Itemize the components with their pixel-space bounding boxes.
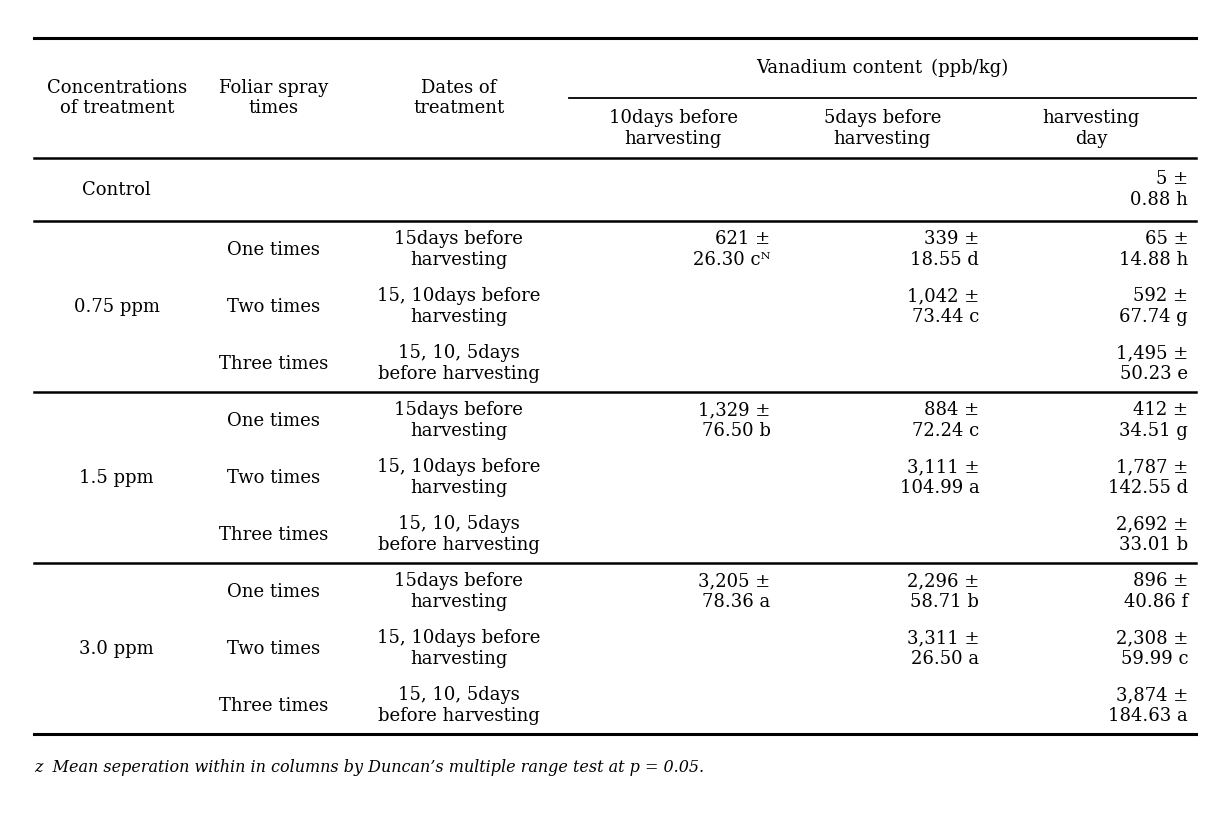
Text: 15, 10, 5days
before harvesting: 15, 10, 5days before harvesting xyxy=(378,686,540,725)
Text: 15, 10, 5days
before harvesting: 15, 10, 5days before harvesting xyxy=(378,344,540,383)
Text: 1,042 ±
73.44 c: 1,042 ± 73.44 c xyxy=(907,287,979,326)
Text: 3,111 ±
104.99 a: 3,111 ± 104.99 a xyxy=(899,458,979,497)
Text: 884 ±
72.24 c: 884 ± 72.24 c xyxy=(913,401,979,440)
Text: 592 ±
67.74 g: 592 ± 67.74 g xyxy=(1119,287,1188,326)
Text: 339 ±
18.55 d: 339 ± 18.55 d xyxy=(910,230,979,269)
Text: 3,311 ±
26.50 a: 3,311 ± 26.50 a xyxy=(907,629,979,668)
Text: Dates of
treatment: Dates of treatment xyxy=(413,79,504,117)
Text: Foliar spray
times: Foliar spray times xyxy=(219,79,328,117)
Text: 15days before
harvesting: 15days before harvesting xyxy=(395,401,523,440)
Text: 15, 10days before
harvesting: 15, 10days before harvesting xyxy=(376,629,540,668)
Text: 412 ±
34.51 g: 412 ± 34.51 g xyxy=(1119,401,1188,440)
Text: 0.75 ppm: 0.75 ppm xyxy=(74,297,160,316)
Text: 15, 10days before
harvesting: 15, 10days before harvesting xyxy=(376,458,540,497)
Text: harvesting
day: harvesting day xyxy=(1043,109,1140,147)
Text: 2,308 ±
59.99 c: 2,308 ± 59.99 c xyxy=(1116,629,1188,668)
Text: 2,692 ±
33.01 b: 2,692 ± 33.01 b xyxy=(1116,515,1188,554)
Text: One times: One times xyxy=(228,241,320,259)
Text: 3,205 ±
78.36 a: 3,205 ± 78.36 a xyxy=(699,572,770,611)
Text: 15, 10days before
harvesting: 15, 10days before harvesting xyxy=(376,287,540,326)
Text: 5days before
harvesting: 5days before harvesting xyxy=(824,109,941,147)
Text: 896 ±
40.86 f: 896 ± 40.86 f xyxy=(1124,572,1188,611)
Text: 15days before
harvesting: 15days before harvesting xyxy=(395,572,523,611)
Text: Three times: Three times xyxy=(219,354,328,373)
Text: Concentrations
of treatment: Concentrations of treatment xyxy=(47,79,187,117)
Text: 5 ±
0.88 h: 5 ± 0.88 h xyxy=(1130,170,1188,210)
Text: Two times: Two times xyxy=(228,468,320,487)
Text: Two times: Two times xyxy=(228,297,320,316)
Text: 3.0 ppm: 3.0 ppm xyxy=(80,639,154,658)
Text: Vanadium content (ppb/kg): Vanadium content (ppb/kg) xyxy=(756,59,1009,77)
Text: 65 ±
14.88 h: 65 ± 14.88 h xyxy=(1119,230,1188,269)
Text: 2,296 ±
58.71 b: 2,296 ± 58.71 b xyxy=(907,572,979,611)
Text: Control: Control xyxy=(82,181,151,199)
Text: One times: One times xyxy=(228,411,320,430)
Text: 621 ±
26.30 cᴺ: 621 ± 26.30 cᴺ xyxy=(692,230,770,269)
Text: 10days before
harvesting: 10days before harvesting xyxy=(609,109,738,147)
Text: Three times: Three times xyxy=(219,696,328,715)
Text: One times: One times xyxy=(228,582,320,601)
Text: Three times: Three times xyxy=(219,525,328,544)
Text: 1.5 ppm: 1.5 ppm xyxy=(80,468,154,487)
Text: Two times: Two times xyxy=(228,639,320,658)
Text: 15days before
harvesting: 15days before harvesting xyxy=(395,230,523,269)
Text: 1,787 ±
142.55 d: 1,787 ± 142.55 d xyxy=(1108,458,1188,497)
Text: 3,874 ±
184.63 a: 3,874 ± 184.63 a xyxy=(1108,686,1188,725)
Text: 1,495 ±
50.23 e: 1,495 ± 50.23 e xyxy=(1116,344,1188,383)
Text: 1,329 ±
76.50 b: 1,329 ± 76.50 b xyxy=(699,401,770,440)
Text: 15, 10, 5days
before harvesting: 15, 10, 5days before harvesting xyxy=(378,515,540,554)
Text: z  Mean seperation within in columns by Duncan’s multiple range test at p = 0.05: z Mean seperation within in columns by D… xyxy=(34,759,705,776)
